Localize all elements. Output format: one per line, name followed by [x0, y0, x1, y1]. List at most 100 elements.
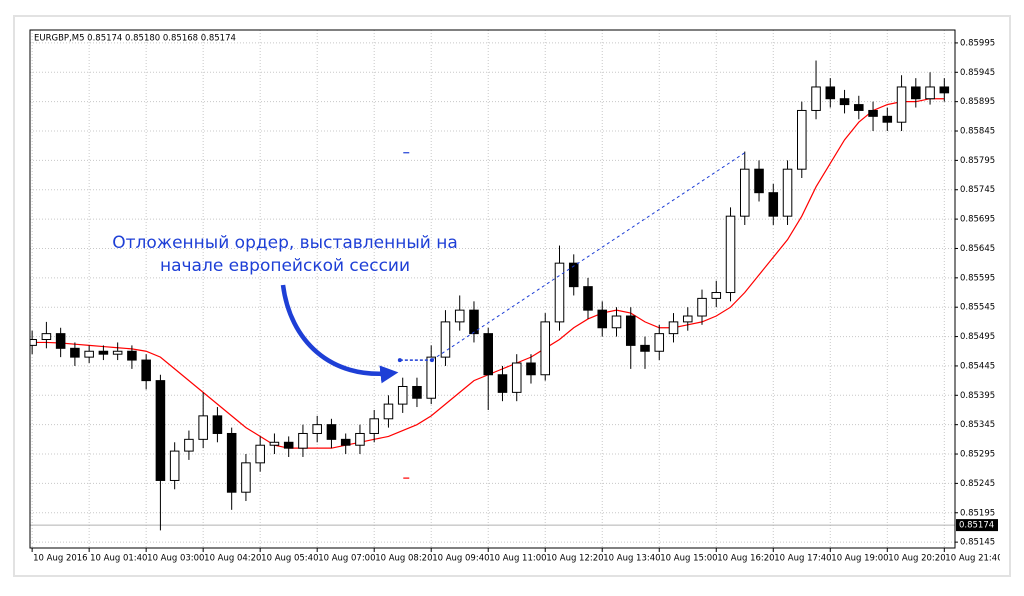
candle-body: [312, 424, 322, 434]
candle-body: [41, 333, 52, 341]
candle-body: [269, 441, 280, 446]
candle-body: [597, 309, 608, 329]
candle-body: [397, 385, 408, 405]
x-tick-label: 10 Aug 09:40: [432, 554, 489, 564]
candle-body: [711, 292, 722, 299]
x-tick-label: 10 Aug 16:20: [717, 554, 774, 564]
candle-body: [169, 450, 180, 481]
candle-body: [697, 297, 707, 317]
x-tick-label: 10 Aug 12:20: [546, 554, 603, 564]
y-tick-label: 0.85495: [960, 332, 995, 342]
y-tick-label: 0.85445: [960, 361, 995, 371]
candle-body: [141, 359, 151, 382]
candle-body: [212, 415, 223, 434]
candle-body: [868, 109, 878, 117]
x-tick-label: 10 Aug 08:20: [375, 554, 432, 564]
candle-body: [568, 262, 579, 288]
candle-body: [469, 309, 479, 335]
candle-body: [754, 168, 764, 194]
candle-body: [112, 350, 123, 355]
x-tick-label: 10 Aug 20:20: [888, 554, 945, 564]
x-tick-label: 10 Aug 17:40: [774, 554, 831, 564]
candle-body: [298, 432, 308, 449]
candle-body: [241, 462, 251, 493]
x-tick-label: 10 Aug 13:40: [603, 554, 660, 564]
y-tick-label: 0.85795: [960, 156, 995, 166]
candle-body: [30, 339, 37, 346]
candle-body: [811, 86, 821, 111]
y-tick-label: 0.85745: [960, 185, 995, 195]
candle-body: [412, 385, 422, 399]
candle-body: [426, 356, 436, 399]
candle-body: [55, 333, 66, 349]
candle-body: [554, 262, 565, 323]
y-tick-label: 0.85545: [960, 303, 995, 313]
candle-body: [497, 374, 508, 393]
candle-body: [454, 309, 465, 323]
x-tick-label: 10 Aug 01:40: [90, 554, 147, 564]
annotation: Отложенный ордер, выставленный на: [112, 233, 458, 253]
y-tick-label: 0.85345: [960, 420, 995, 430]
candle-body: [198, 415, 208, 440]
candle-body: [654, 333, 665, 352]
candle-body: [768, 192, 779, 217]
plot: [30, 60, 955, 531]
y-tick-label: 0.85195: [960, 508, 995, 518]
candle-body: [355, 432, 365, 446]
axes: 0.85995 0.85945 0.85895 0.85845 0.85795 0.857…: [31, 38, 1002, 564]
candle-body: [255, 444, 265, 464]
symbol-header: EURGBP,M5 0.85174 0.85180 0.85168 0.8517…: [34, 34, 236, 44]
candle-body: [797, 109, 807, 170]
plot-frame: [29, 29, 956, 549]
candle-body: [283, 441, 294, 449]
candle-body: [326, 424, 337, 440]
y-tick-label: 0.85595: [960, 273, 995, 283]
candle-body: [583, 286, 593, 311]
candle-body: [526, 362, 536, 376]
x-tick-label: 10 Aug 21:40: [945, 554, 1002, 564]
x-tick-label: 10 Aug 15:00: [660, 554, 717, 564]
candle-body: [668, 321, 679, 335]
candle-body: [939, 86, 950, 94]
candle-body: [854, 104, 864, 111]
candle-body: [896, 86, 907, 123]
annotation-arrow: [280, 284, 399, 384]
candle-body: [540, 321, 551, 376]
candle-body: [625, 315, 636, 346]
y-tick-label: 0.85295: [960, 450, 995, 460]
candle-body: [127, 350, 137, 361]
pending-order-point: [397, 358, 402, 363]
y-tick-label: 0.85395: [960, 391, 995, 401]
candle-body: [340, 438, 351, 446]
window-frame: [13, 15, 1011, 577]
y-tick-label: 0.85245: [960, 479, 995, 489]
y-tick-label: 0.85695: [960, 215, 995, 225]
x-tick-label: 10 Aug 04:20: [204, 554, 261, 564]
y-tick-label: 0.85895: [960, 97, 995, 107]
candle-body: [739, 168, 750, 217]
bid-label: 0.85174: [959, 521, 994, 531]
candle-body: [369, 418, 379, 434]
candle-body: [611, 315, 622, 329]
x-tick-label: 10 Aug 19:00: [831, 554, 888, 564]
y-tick-label: 0.85845: [960, 127, 995, 137]
candle-body: [226, 432, 237, 493]
candle-body: [682, 315, 693, 323]
candle-body: [725, 215, 736, 294]
x-tick-label: 10 Aug 03:00: [147, 554, 204, 564]
candle-body: [84, 350, 94, 358]
x-tick-label: 10 Aug 11:00: [489, 554, 546, 564]
y-tick-label: 0.85995: [960, 38, 995, 48]
x-tick-label: 10 Aug 07:00: [318, 554, 375, 564]
annotation: начале европейской сессии: [160, 256, 410, 276]
candle-body: [925, 86, 935, 100]
y-tick-label: 0.85145: [960, 538, 995, 548]
trend-line: [431, 152, 746, 361]
candle-body: [383, 403, 394, 420]
y-tick-label: 0.85645: [960, 244, 995, 254]
candle-body: [98, 350, 109, 355]
candle-body: [155, 380, 166, 481]
candle-body: [882, 115, 893, 123]
candle-body: [911, 86, 921, 100]
